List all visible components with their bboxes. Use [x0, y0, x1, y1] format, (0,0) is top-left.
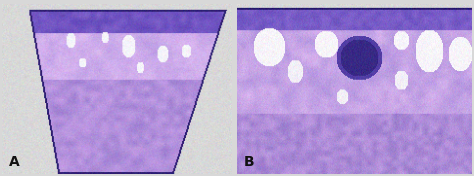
Text: B: B — [244, 155, 255, 169]
Text: A: A — [9, 155, 20, 169]
